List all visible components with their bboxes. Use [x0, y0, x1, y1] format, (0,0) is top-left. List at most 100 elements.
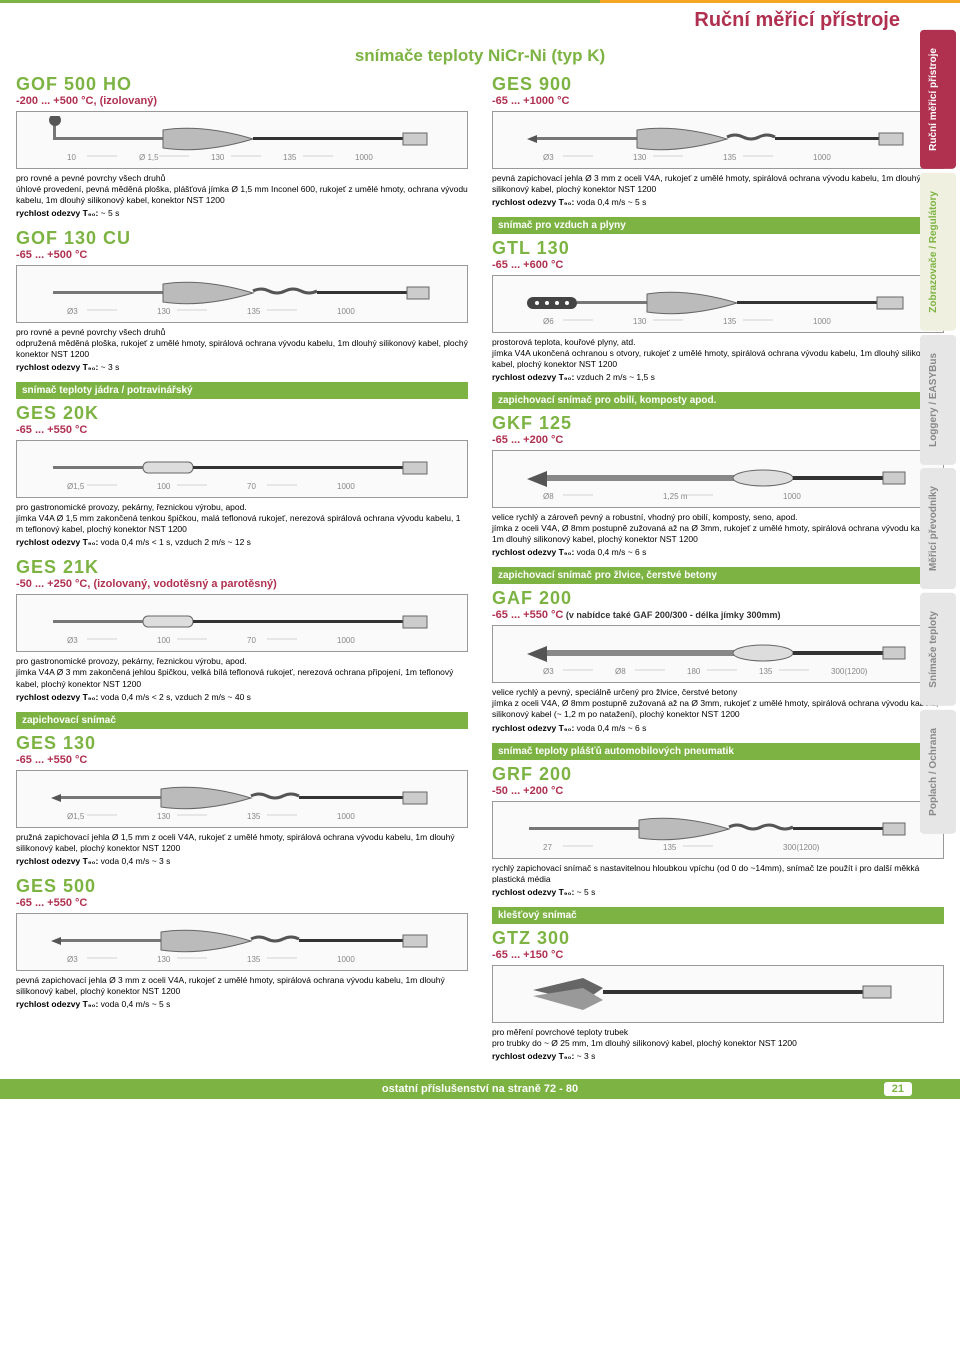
product-name: GES 20K	[16, 403, 468, 424]
product-name: GAF 200	[492, 588, 944, 609]
product-drawing: 27135300(1200)	[492, 801, 944, 859]
svg-text:1000: 1000	[813, 153, 831, 162]
product-spec: rychlost odezvy T₉₀: ~ 5 s	[492, 887, 944, 897]
svg-text:70: 70	[247, 636, 256, 645]
product-name: GOF 130 CU	[16, 228, 468, 249]
product-range: -200 ... +500 °C, (izolovaný)	[16, 95, 468, 107]
page-number: 21	[884, 1082, 912, 1096]
product-spec: rychlost odezvy T₉₀: voda 0,4 m/s ~ 6 s	[492, 547, 944, 557]
product-desc: pro rovné a pevné povrchy všech druhů úh…	[16, 173, 468, 206]
product-spec: rychlost odezvy T₉₀: voda 0,4 m/s ~ 5 s	[492, 197, 944, 207]
product-name: GES 130	[16, 733, 468, 754]
svg-text:130: 130	[157, 955, 171, 964]
product-name: GRF 200	[492, 764, 944, 785]
svg-text:10: 10	[67, 153, 76, 162]
product-drawing: Ø31301351000	[16, 265, 468, 323]
right-column: GES 900-65 ... +1000 °CØ31301351000pevná…	[480, 74, 952, 1071]
product-drawing: Ø3Ø8180135300(1200)	[492, 625, 944, 683]
product-desc: pro gastronomické provozy, pekárny, řezn…	[16, 656, 468, 689]
product-drawing: 10Ø 1,51301351000	[16, 111, 468, 169]
svg-text:130: 130	[211, 153, 225, 162]
svg-text:1000: 1000	[337, 307, 355, 316]
svg-text:100: 100	[157, 482, 171, 491]
product-desc: pro rovné a pevné povrchy všech druhů od…	[16, 327, 468, 360]
product: GOF 500 HO-200 ... +500 °C, (izolovaný)1…	[16, 74, 468, 218]
category-band: klešťový snímač	[492, 907, 944, 924]
category-band: snímač pro vzduch a plyny	[492, 217, 944, 234]
product-desc: pevná zapichovací jehla Ø 3 mm z oceli V…	[16, 975, 468, 997]
product-drawing: Ø61301351000	[492, 275, 944, 333]
sidebar-tab[interactable]: Snímače teploty	[920, 593, 956, 706]
product-range: -65 ... +550 °C	[16, 754, 468, 766]
svg-text:70: 70	[247, 482, 256, 491]
sidebar-tab[interactable]: Loggery / EASYBus	[920, 335, 956, 465]
product-range: -65 ... +550 °C	[16, 424, 468, 436]
product-spec: rychlost odezvy T₉₀: voda 0,4 m/s ~ 3 s	[16, 856, 468, 866]
svg-text:100: 100	[157, 636, 171, 645]
svg-text:130: 130	[157, 307, 171, 316]
product-range: -65 ... +550 °C (v nabídce také GAF 200/…	[492, 609, 944, 621]
footer-text: ostatní příslušenství na straně 72 - 80	[382, 1083, 578, 1095]
product-desc: velice rychlý a pevný, speciálně určený …	[492, 687, 944, 720]
content: GOF 500 HO-200 ... +500 °C, (izolovaný)1…	[0, 74, 960, 1071]
svg-text:135: 135	[723, 317, 737, 326]
product-name: GKF 125	[492, 413, 944, 434]
product-drawing	[492, 965, 944, 1023]
product-drawing: Ø3 100 70 1000	[16, 594, 468, 652]
product-name: GES 900	[492, 74, 944, 95]
product-drawing: Ø8 1,25 m 1000	[492, 450, 944, 508]
product: GES 21K-50 ... +250 °C, (izolovaný, vodo…	[16, 557, 468, 701]
page-title: Ruční měřicí přístroje	[0, 0, 960, 38]
product-spec: rychlost odezvy T₉₀: ~ 5 s	[16, 208, 468, 218]
product-desc: pro měření povrchové teploty trubek pro …	[492, 1027, 944, 1049]
sidebar-tab[interactable]: Měřicí převodníky	[920, 468, 956, 589]
product-range: -65 ... +150 °C	[492, 949, 944, 961]
product-range: -50 ... +250 °C, (izolovaný, vodotěsný a…	[16, 578, 468, 590]
product-desc: pružná zapichovací jehla Ø 1,5 mm z ocel…	[16, 832, 468, 854]
svg-text:135: 135	[663, 843, 677, 852]
product-range: -65 ... +550 °C	[16, 897, 468, 909]
product-name: GES 21K	[16, 557, 468, 578]
svg-text:Ø3: Ø3	[67, 955, 78, 964]
product: GES 900-65 ... +1000 °CØ31301351000pevná…	[492, 74, 944, 207]
product-range: -65 ... +600 °C	[492, 259, 944, 271]
svg-text:Ø8: Ø8	[615, 667, 626, 676]
svg-text:1000: 1000	[813, 317, 831, 326]
product-spec: rychlost odezvy T₉₀: ~ 3 s	[492, 1051, 944, 1061]
product-range: -65 ... +1000 °C	[492, 95, 944, 107]
svg-text:1000: 1000	[783, 492, 801, 501]
svg-text:Ø3: Ø3	[543, 153, 554, 162]
product: GTZ 300-65 ... +150 °C pro měření povrcho…	[492, 928, 944, 1061]
svg-text:1,25 m: 1,25 m	[663, 492, 688, 501]
product-name: GTZ 300	[492, 928, 944, 949]
svg-text:130: 130	[633, 153, 647, 162]
svg-text:Ø3: Ø3	[67, 636, 78, 645]
sidebar-tabs: Ruční měřicí přístroje Zobrazovače / Regu…	[920, 30, 956, 834]
svg-text:135: 135	[723, 153, 737, 162]
svg-text:27: 27	[543, 843, 552, 852]
sidebar-tab[interactable]: Poplach / Ochrana	[920, 710, 956, 834]
product-drawing: Ø1,51301351000	[16, 770, 468, 828]
section-header: snímače teploty NiCr-Ni (typ K)	[0, 38, 960, 74]
svg-text:Ø8: Ø8	[543, 492, 554, 501]
product: GES 20K-65 ... +550 °CØ1,5100701000pro g…	[16, 403, 468, 547]
product-drawing: Ø3 130 135 1000	[492, 111, 944, 169]
svg-text:135: 135	[283, 153, 297, 162]
product-spec: rychlost odezvy T₉₀: voda 0,4 m/s ~ 5 s	[16, 999, 468, 1009]
svg-text:130: 130	[633, 317, 647, 326]
sidebar-tab[interactable]: Ruční měřicí přístroje	[920, 30, 956, 169]
svg-text:1000: 1000	[337, 636, 355, 645]
category-band: snímač teploty jádra / potravinářský	[16, 382, 468, 399]
product-spec: rychlost odezvy T₉₀: voda 0,4 m/s < 2 s,…	[16, 692, 468, 702]
svg-text:1000: 1000	[337, 955, 355, 964]
category-band: zapichovací snímač	[16, 712, 468, 729]
sidebar-tab[interactable]: Zobrazovače / Regulátory	[920, 173, 956, 331]
footer: ostatní příslušenství na straně 72 - 80 …	[0, 1079, 960, 1099]
product: GRF 200-50 ... +200 °C27135300(1200)rych…	[492, 764, 944, 897]
svg-text:130: 130	[157, 812, 171, 821]
product-drawing: Ø31301351000	[16, 913, 468, 971]
product: GOF 130 CU-65 ... +500 °CØ31301351000pro…	[16, 228, 468, 372]
svg-text:135: 135	[247, 812, 261, 821]
svg-text:1000: 1000	[337, 812, 355, 821]
product-name: GTL 130	[492, 238, 944, 259]
